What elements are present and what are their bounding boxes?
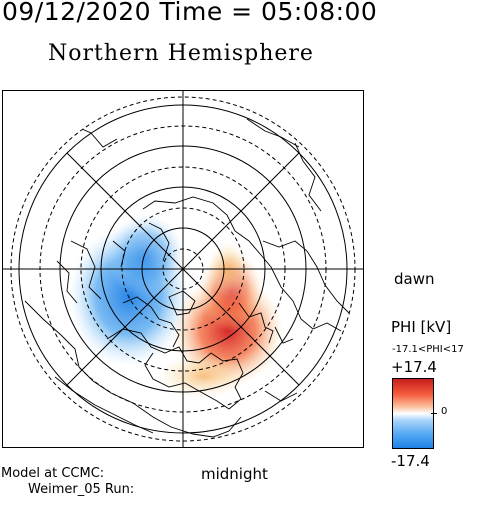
- midnight-label: midnight: [201, 465, 268, 483]
- colorbar-max-label: +17.4: [391, 358, 437, 376]
- polar-map: [2, 90, 364, 448]
- dawn-label: dawn: [394, 270, 435, 288]
- date-time-title: 09/12/2020 Time = 05:08:00: [2, 0, 378, 26]
- hemisphere-title: Northern Hemisphere: [48, 41, 314, 66]
- colorbar-zero-label: 0: [441, 406, 448, 417]
- colorbar-min-label: -17.4: [391, 452, 430, 470]
- colorbar-range: -17.1<PHI<17: [392, 344, 464, 355]
- polar-map-svg: [3, 91, 363, 447]
- colorbar: [392, 378, 434, 449]
- potential-pattern: [69, 214, 283, 398]
- meridian-lines: [3, 91, 363, 447]
- colorbar-zero-tick: [431, 413, 437, 414]
- colorbar-title: PHI [kV]: [391, 318, 452, 336]
- run-label: Weimer_05 Run:: [28, 482, 135, 497]
- model-label: Model at CCMC:: [1, 466, 105, 481]
